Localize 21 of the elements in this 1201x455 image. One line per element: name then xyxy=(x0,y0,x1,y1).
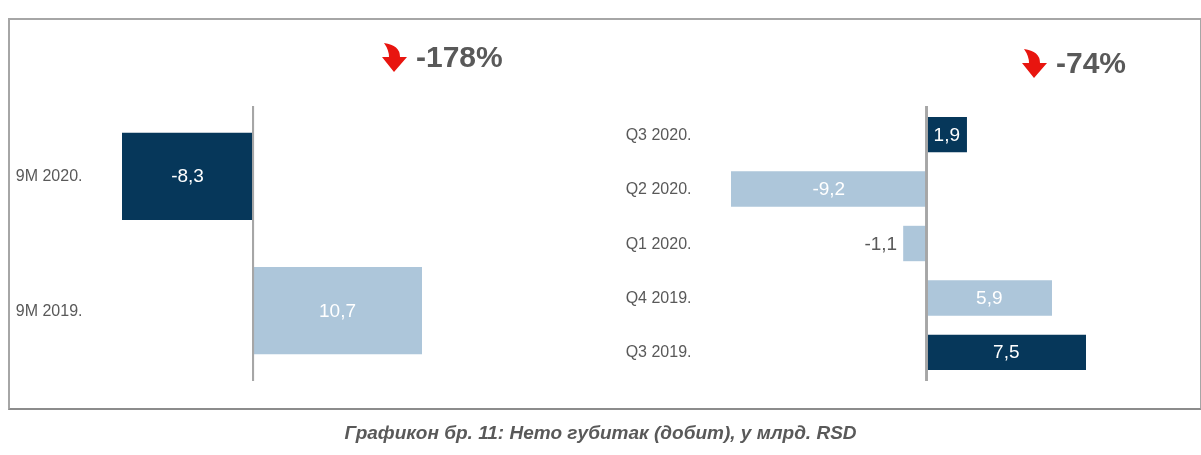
data-label: 5,9 xyxy=(976,286,1003,308)
chart-title: -74% xyxy=(1056,46,1127,80)
data-label: -1,1 xyxy=(864,232,898,254)
chart-title: -178% xyxy=(416,40,503,74)
data-label: 1,9 xyxy=(933,123,960,145)
bar xyxy=(926,334,1086,371)
y-tick-label: Q4 2019. xyxy=(625,288,692,306)
y-tick-label: Q2 2020. xyxy=(625,180,692,198)
y-tick-label: Q1 2020. xyxy=(625,234,692,252)
data-label: -9,2 xyxy=(812,178,846,200)
y-tick-label: Q3 2020. xyxy=(625,125,692,143)
bar xyxy=(926,280,1052,316)
y-tick-label: 9M 2020. xyxy=(15,167,83,185)
bar xyxy=(903,225,927,262)
y-tick-label: Q3 2019. xyxy=(625,343,692,361)
data-label: 7,5 xyxy=(993,341,1020,363)
y-tick-label: 9M 2019. xyxy=(15,301,83,319)
data-label: -8,3 xyxy=(171,165,204,187)
bar xyxy=(731,171,927,207)
text: Графикон бр. 11: Нето губитак (добит), у млрд. RSD xyxy=(343,422,858,444)
data-label: 10,7 xyxy=(319,299,357,321)
